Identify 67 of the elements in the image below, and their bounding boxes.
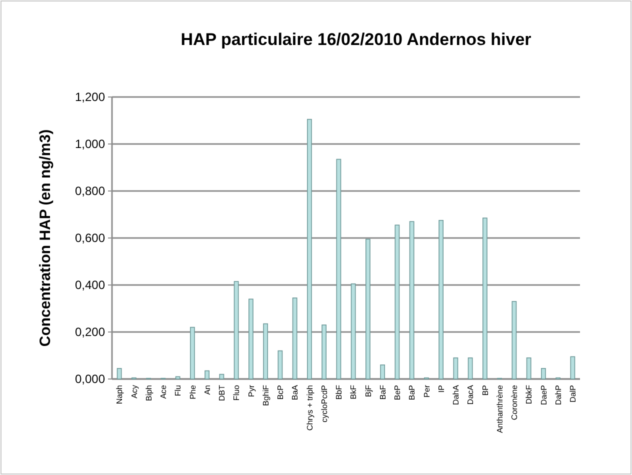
x-tick-label: DahP [554,385,563,406]
x-tick-label: BaA [290,384,300,400]
bar [336,158,342,380]
x-tick-label: Anthanthrène [495,384,504,434]
x-tick-label: BP [480,385,490,396]
y-axis-title: Concentration HAP (en ng/m3) [37,129,54,347]
bar [570,356,576,380]
x-tick-label: DaeP [539,385,548,406]
x-tick-label: An [202,385,212,395]
x-tick-label: DalP [568,385,578,402]
x-tick-label: BcP [276,385,285,400]
bar [512,301,517,380]
y-tick-label: 0,400 [74,278,106,292]
bar [204,370,210,380]
x-tick-label: BkF [349,384,358,400]
bar [380,364,386,380]
bar [350,283,356,380]
chart-title: HAP particulaire 16/02/2010 Andernos hiver [180,30,532,49]
bar [409,221,414,380]
x-tick-label: BeP [392,385,402,400]
x-tick-label: Biph [144,385,154,402]
x-tick-label: BaF [378,384,388,400]
y-tick-label: 1,000 [74,137,106,152]
bar [482,218,488,380]
x-tick-label: cycloPcdP [320,385,329,422]
x-tick-label: DahA [451,384,460,406]
y-tick-label: 0,600 [74,231,106,246]
x-tick-label: BbF [334,384,344,400]
bar [394,224,400,380]
x-tick-label: Acy [130,385,139,398]
x-tick-label: Fluo [232,384,242,401]
x-tick-label: Flu [174,385,183,396]
x-tick-label: DbkF [524,384,534,404]
x-tick-label: Phe [188,384,198,400]
x-tick-label: DacA [466,384,476,405]
bar [453,357,458,380]
bar [248,298,254,380]
bar [468,357,473,380]
bar [263,323,268,380]
bar [278,350,283,380]
bar [526,357,532,380]
x-tick-label: Per [422,384,432,398]
y-tick-label: 1,200 [74,90,106,104]
x-tick-label: Ace [158,384,168,399]
bar [219,374,224,380]
bar [116,368,122,380]
y-tick-label: 0,000 [74,372,106,386]
bar [234,281,239,380]
bar [175,376,180,380]
bar [540,368,546,380]
bar [190,326,195,380]
x-tick-label: BaP [408,385,417,400]
x-tick-label: Naph [115,385,124,404]
bar [365,238,370,380]
x-tick-label: BghiF [261,384,270,406]
bar [438,220,444,380]
x-tick-label: DBT [217,384,226,401]
y-tick-label: 0,200 [74,325,106,340]
x-tick-label: BjF [364,384,373,397]
bar [322,324,327,380]
x-tick-label: Pyr [246,384,256,397]
bar [306,118,312,380]
x-tick-label: Chrys + triph [305,385,314,431]
x-tick-label: Coronène [510,384,519,420]
bar [292,298,298,380]
x-tick-label: IP [436,385,446,393]
y-tick-label: 0,800 [74,184,106,198]
